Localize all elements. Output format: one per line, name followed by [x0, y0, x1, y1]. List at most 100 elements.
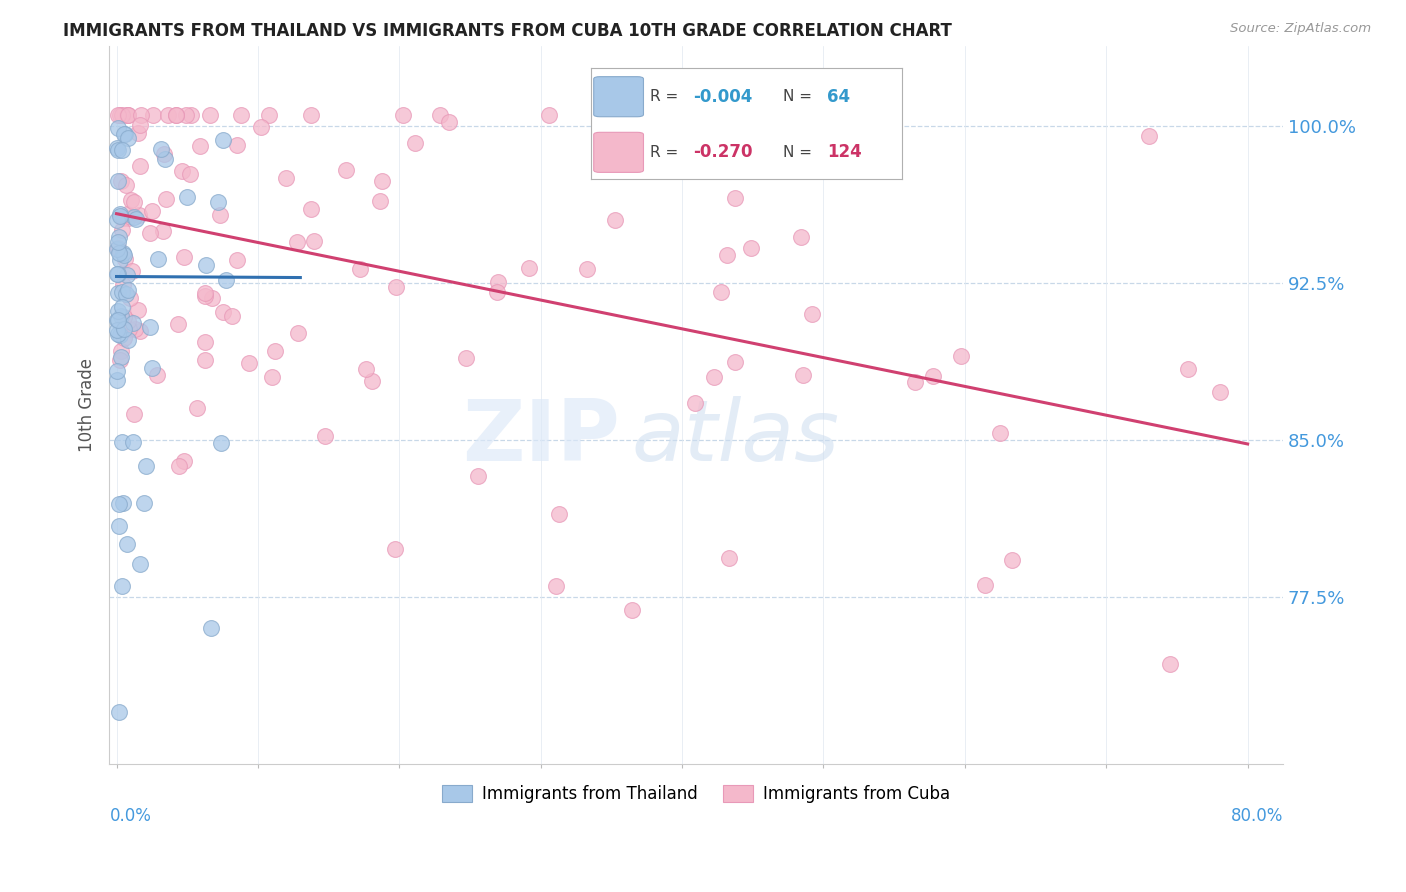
Point	[107, 143, 129, 157]
Point	[117, 108, 139, 122]
Point	[368, 194, 391, 208]
Point	[121, 264, 143, 278]
Point	[456, 351, 478, 365]
Point	[122, 194, 145, 209]
Point	[208, 208, 231, 222]
Point	[107, 268, 129, 282]
Point	[107, 173, 129, 187]
Point	[716, 248, 738, 262]
Point	[548, 507, 571, 521]
Point	[212, 305, 235, 319]
Point	[120, 194, 142, 208]
Point	[108, 108, 131, 122]
Point	[950, 349, 973, 363]
Point	[212, 133, 235, 147]
Point	[153, 152, 176, 166]
Point	[517, 260, 540, 275]
Point	[740, 241, 762, 255]
Point	[115, 178, 138, 193]
Point	[110, 309, 132, 323]
Point	[124, 322, 146, 336]
Point	[186, 401, 208, 415]
Point	[110, 350, 132, 364]
Point	[209, 436, 232, 450]
Point	[107, 242, 129, 256]
Point	[711, 108, 734, 122]
Point	[107, 705, 129, 719]
Point	[153, 146, 176, 161]
Point	[112, 127, 135, 141]
Point	[145, 368, 167, 382]
Point	[117, 322, 139, 336]
Point	[117, 283, 139, 297]
Point	[257, 108, 280, 122]
Point	[112, 330, 135, 344]
Point	[537, 108, 560, 122]
Point	[108, 352, 131, 367]
Point	[108, 245, 131, 260]
Point	[107, 313, 129, 327]
Point	[110, 344, 132, 359]
Point	[173, 454, 195, 468]
Point	[117, 268, 139, 282]
Point	[207, 195, 229, 210]
Point	[122, 211, 145, 225]
Point	[724, 355, 747, 369]
Point	[105, 312, 128, 326]
Point	[221, 309, 243, 323]
Point	[792, 368, 814, 383]
Point	[215, 272, 238, 286]
Text: 0.0%: 0.0%	[110, 807, 152, 825]
Point	[260, 370, 283, 384]
Point	[710, 285, 733, 300]
Point	[107, 373, 129, 387]
Point	[107, 241, 129, 255]
Point	[112, 245, 135, 260]
Point	[128, 208, 150, 222]
Point	[485, 285, 508, 299]
Point	[404, 136, 426, 150]
Point	[146, 252, 169, 267]
Point	[110, 143, 132, 157]
Point	[112, 495, 135, 509]
Point	[384, 541, 406, 556]
Point	[194, 286, 217, 301]
Point	[274, 171, 297, 186]
Point	[361, 374, 384, 388]
Point	[314, 429, 336, 443]
Point	[1001, 553, 1024, 567]
Point	[194, 258, 217, 272]
Point	[304, 235, 326, 249]
Point	[141, 361, 163, 376]
Y-axis label: 10th Grade: 10th Grade	[79, 359, 96, 452]
Point	[1137, 129, 1160, 144]
Point	[122, 435, 145, 450]
Point	[118, 291, 141, 305]
Point	[150, 143, 173, 157]
Point	[115, 108, 138, 122]
Point	[108, 327, 131, 342]
Point	[105, 213, 128, 227]
Point	[128, 324, 150, 338]
Legend: Immigrants from Thailand, Immigrants from Cuba: Immigrants from Thailand, Immigrants fro…	[436, 779, 957, 810]
Point	[603, 213, 626, 227]
Point	[131, 108, 153, 122]
Point	[114, 252, 136, 266]
Point	[165, 108, 187, 122]
Point	[134, 496, 156, 510]
Point	[170, 164, 193, 178]
Point	[371, 174, 394, 188]
Point	[139, 319, 162, 334]
Point	[575, 261, 598, 276]
Point	[105, 323, 128, 337]
Point	[111, 108, 134, 122]
Point	[141, 203, 163, 218]
Point	[152, 224, 174, 238]
Point	[349, 261, 371, 276]
Point	[110, 174, 132, 188]
Point	[110, 253, 132, 268]
Point	[105, 141, 128, 155]
Point	[111, 300, 134, 314]
Point	[139, 226, 162, 240]
Point	[155, 192, 177, 206]
